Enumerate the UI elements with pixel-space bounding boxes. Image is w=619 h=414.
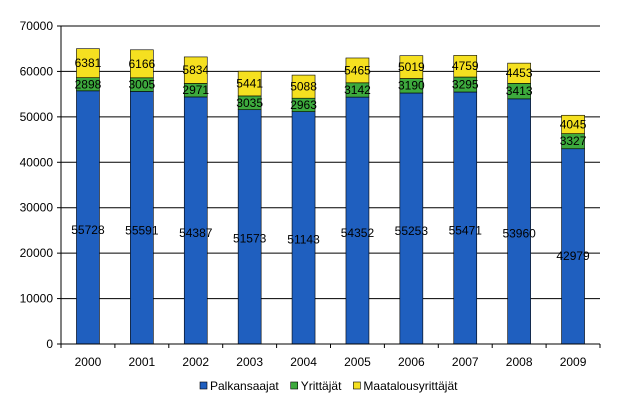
x-tick-label: 2005: [344, 355, 371, 369]
x-tick-label: 2004: [290, 355, 317, 369]
y-tick-label: 50000: [20, 110, 54, 124]
data-label: 3190: [398, 79, 425, 93]
data-label: 55253: [395, 224, 429, 238]
y-tick-label: 20000: [20, 246, 54, 260]
data-label: 2971: [182, 83, 209, 97]
bar-segment-maatalousyrittäjät: [76, 48, 100, 78]
data-label: 3327: [560, 134, 587, 148]
x-tick-label: 2001: [128, 355, 155, 369]
data-label: 3035: [236, 96, 263, 110]
legend-label: Palkansaajat: [210, 379, 279, 393]
data-label: 6166: [128, 57, 155, 71]
x-tick-label: 2000: [75, 355, 102, 369]
bar-segment-palkansaajat: [507, 98, 531, 345]
bars: [76, 48, 585, 345]
bar-segment-maatalousyrittäjät: [183, 56, 208, 84]
data-label: 5834: [182, 63, 209, 77]
data-label: 54387: [179, 226, 213, 240]
y-tick-label: 70000: [20, 19, 54, 33]
data-label: 51573: [233, 232, 267, 246]
legend-swatch: [290, 381, 299, 390]
bar-segment-maatalousyrittäjät: [453, 55, 478, 78]
axes: 0 10000 20000 30000 40000 50000 60000 70000 2000…: [20, 19, 601, 369]
data-label: 6381: [75, 56, 102, 70]
data-label: 4453: [506, 66, 533, 80]
data-label: 5019: [398, 60, 425, 74]
data-label: 54352: [341, 226, 375, 240]
bar-segment-palkansaajat: [76, 90, 100, 345]
x-tick-label: 2009: [560, 355, 587, 369]
bar-segment-maatalousyrittäjät: [507, 62, 531, 84]
data-label: 51143: [287, 232, 320, 246]
x-tick-label: 2008: [506, 355, 533, 369]
bar-segment-maatalousyrittäjät: [291, 74, 316, 99]
bar-segment-palkansaajat: [561, 148, 585, 345]
x-tick-label: 2007: [452, 355, 479, 369]
data-label: 5465: [344, 63, 371, 77]
legend-item: Palkansaajat: [199, 379, 279, 393]
data-label: 2898: [75, 77, 102, 91]
y-tick-label: 40000: [20, 155, 54, 169]
y-tick-label: 60000: [20, 64, 54, 78]
legend-label: Yrittäjät: [301, 379, 342, 393]
data-label: 3005: [128, 78, 155, 92]
data-label: 5088: [290, 80, 317, 94]
legend-label: Maatalousyrittäjät: [363, 379, 458, 393]
data-label: 3142: [344, 83, 371, 97]
data-label: 55471: [449, 224, 483, 238]
data-label: 53960: [502, 227, 536, 241]
bar-segment-maatalousyrittäjät: [237, 70, 262, 97]
bar-segment-palkansaajat: [291, 111, 316, 345]
bar-segment-maatalousyrittäjät: [399, 55, 424, 79]
data-label: 4045: [560, 117, 587, 131]
data-label: 3295: [452, 78, 479, 92]
x-tick-label: 2002: [182, 355, 209, 369]
bar-segment-palkansaajat: [237, 109, 262, 345]
bar-segment-maatalousyrittäjät: [130, 49, 154, 79]
data-label: 3413: [506, 84, 533, 98]
y-tick-label: 0: [46, 337, 53, 351]
legend-swatch: [353, 381, 361, 390]
y-tick-label: 10000: [20, 292, 54, 306]
data-label: 55591: [125, 223, 159, 237]
legend: Palkansaajat Yrittäjät Maatalousyrittäjät: [199, 379, 458, 393]
data-label: 2963: [290, 98, 317, 112]
data-label: 5441: [236, 77, 263, 91]
legend-item: Maatalousyrittäjät: [353, 379, 458, 393]
bar-segment-palkansaajat: [453, 91, 478, 345]
bar-segment-palkansaajat: [130, 91, 154, 345]
legend-swatch: [199, 381, 208, 390]
data-label: 55728: [71, 223, 105, 237]
bar-segment-palkansaajat: [183, 96, 208, 345]
bar-segment-maatalousyrittäjät: [345, 57, 370, 84]
bar-segment-maatalousyrittäjät: [561, 114, 585, 134]
x-tick-label: 2003: [236, 355, 263, 369]
y-tick-label: 30000: [20, 201, 54, 215]
data-label: 42979: [556, 249, 590, 263]
x-tick-label: 2006: [398, 355, 425, 369]
bar-segment-palkansaajat: [345, 96, 370, 345]
data-labels: 55728 2898 6381 55591 3005 6166 54387 2971 5834 5…: [71, 56, 590, 263]
data-label: 4759: [452, 59, 479, 73]
legend-item: Yrittäjät: [290, 379, 342, 393]
bar-segment-palkansaajat: [399, 92, 424, 345]
